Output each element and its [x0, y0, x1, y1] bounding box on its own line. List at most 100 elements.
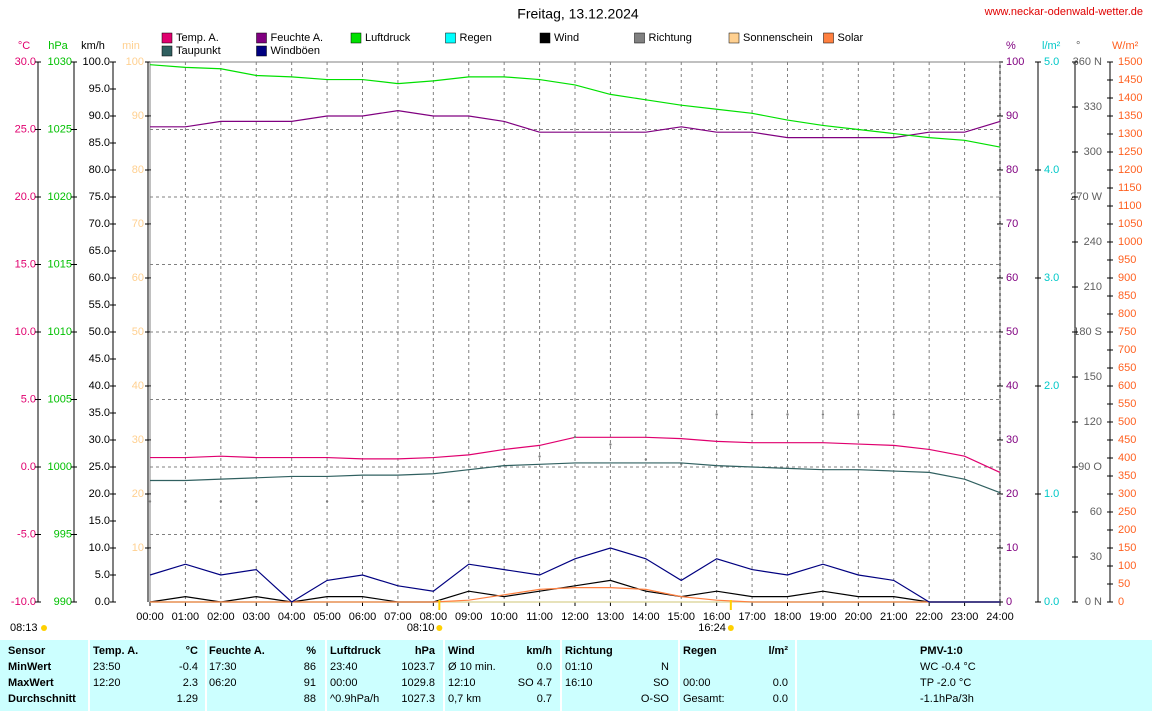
- sun-label: 16:24: [698, 622, 726, 634]
- table-cell: Temp. A.: [93, 645, 139, 657]
- y-tick-label: 20.0: [15, 191, 36, 203]
- y-tick-label: 2.0: [1044, 380, 1059, 392]
- legend-swatch: [634, 32, 645, 44]
- legend-swatch: [445, 32, 456, 44]
- table-cell: 06:20: [209, 677, 237, 689]
- table-cell: Wind: [448, 645, 475, 657]
- series-dot: [255, 500, 258, 503]
- y-tick-label: 25.0: [89, 461, 110, 473]
- y-tick-label: 50: [1006, 326, 1018, 338]
- y-tick-label: 500: [1118, 416, 1136, 428]
- legend-label: Solar: [838, 32, 864, 44]
- sun-icon: [727, 625, 734, 631]
- y-tick-label: 85.0: [89, 137, 110, 149]
- y-tick-label: 1150: [1118, 182, 1142, 194]
- legend-label: Feuchte A.: [271, 32, 324, 44]
- y-tick-label: 350: [1118, 470, 1136, 482]
- legend-label: Windböen: [271, 45, 321, 57]
- y-tick-label: 750: [1118, 326, 1136, 338]
- table-cell: 16:10: [565, 677, 593, 689]
- table-cell: 1023.7: [401, 661, 435, 673]
- legend-label: Wind: [554, 32, 579, 44]
- sun-icon: [41, 625, 47, 631]
- y-tick-label: 550: [1118, 398, 1136, 410]
- table-cell: 88: [303, 693, 316, 705]
- column-separator: [443, 640, 445, 711]
- table-cell: Regen: [683, 645, 717, 657]
- x-tick-label: 14:00: [632, 611, 660, 623]
- y-tick-label: 15.0: [89, 515, 110, 527]
- y-tick-label: 70: [132, 218, 144, 230]
- y-tick-label: 300: [1084, 146, 1102, 158]
- x-tick-label: 24:00: [986, 611, 1014, 623]
- table-cell: hPa: [414, 645, 435, 657]
- axis-unit: W/m²: [1112, 40, 1139, 52]
- x-tick-label: 23:00: [951, 611, 979, 623]
- series-dot: [361, 500, 364, 503]
- y-tick-label: 40.0: [89, 380, 110, 392]
- y-tick-label: 270 W: [1070, 191, 1102, 203]
- table-cell: TP -2.0 °C: [920, 677, 972, 689]
- x-tick-label: 11:00: [526, 611, 553, 623]
- y-tick-label: 40: [1006, 380, 1018, 392]
- column-separator: [678, 640, 680, 711]
- series-dot: [644, 458, 648, 461]
- table-cell: 0,7 km: [448, 693, 482, 705]
- y-tick-label: 1015: [48, 258, 72, 270]
- table-cell: °C: [185, 645, 198, 657]
- series-dot: [325, 500, 329, 503]
- y-tick-label: 30.0: [89, 434, 110, 446]
- table-cell: 2.3: [182, 677, 198, 689]
- y-tick-label: 200: [1118, 524, 1136, 536]
- table-cell: 01:10: [565, 661, 593, 673]
- x-tick-label: 00:00: [136, 611, 164, 623]
- series-dot: [892, 413, 895, 416]
- table-cell: MinWert: [8, 661, 52, 673]
- y-tick-label: 30: [1090, 551, 1102, 563]
- y-tick-label: 60: [1006, 272, 1018, 284]
- table-cell: 86: [303, 661, 316, 673]
- y-tick-label: 50: [1118, 578, 1130, 590]
- y-tick-label: 30.0: [15, 56, 36, 68]
- x-tick-label: 07:00: [384, 611, 412, 623]
- y-tick-label: 1300: [1118, 128, 1142, 140]
- y-tick-label: 30: [132, 434, 144, 446]
- series-dot: [502, 458, 506, 461]
- y-tick-label: 150: [1084, 371, 1102, 383]
- source-link: www.neckar-odenwald-wetter.de: [984, 6, 1143, 18]
- table-cell: 12:20: [93, 677, 121, 689]
- series-dot: [573, 435, 577, 439]
- y-tick-label: 25.0: [15, 123, 36, 135]
- series-line: [150, 462, 1001, 494]
- y-tick-label: -10.0: [11, 596, 36, 608]
- y-tick-label: 0.0: [1044, 596, 1059, 608]
- y-tick-label: -5.0: [17, 528, 36, 540]
- table-cell: MaxWert: [8, 677, 54, 689]
- table-cell: 0.7: [536, 693, 552, 705]
- y-tick-label: 55.0: [89, 299, 110, 311]
- table-cell: 23:50: [93, 661, 121, 673]
- series-line: [150, 109, 1001, 139]
- y-tick-label: 80.0: [89, 164, 110, 176]
- y-tick-label: 70.0: [89, 218, 110, 230]
- series-dot: [715, 413, 718, 416]
- table-cell: WC -0.4 °C: [920, 661, 976, 673]
- x-tick-label: 22:00: [915, 611, 943, 623]
- legend-swatch: [256, 45, 267, 57]
- y-tick-label: 100: [126, 56, 144, 68]
- axis-unit: hPa: [48, 40, 68, 52]
- x-tick-label: 02:00: [207, 611, 235, 623]
- y-tick-label: 50: [132, 326, 144, 338]
- x-tick-label: 19:00: [809, 611, 837, 623]
- y-tick-label: 120: [1084, 416, 1102, 428]
- table-cell: km/h: [526, 645, 552, 657]
- table-cell: 23:40: [330, 661, 358, 673]
- table-cell: Feuchte A.: [209, 645, 265, 657]
- y-tick-label: 10.0: [89, 542, 110, 554]
- y-tick-label: 20: [1006, 488, 1018, 500]
- table-cell: 17:30: [209, 661, 237, 673]
- table-cell: Durchschnitt: [8, 693, 76, 705]
- y-tick-label: 90: [1006, 110, 1018, 122]
- y-tick-label: 60: [1090, 506, 1102, 518]
- legend-label: Sonnenschein: [743, 32, 813, 44]
